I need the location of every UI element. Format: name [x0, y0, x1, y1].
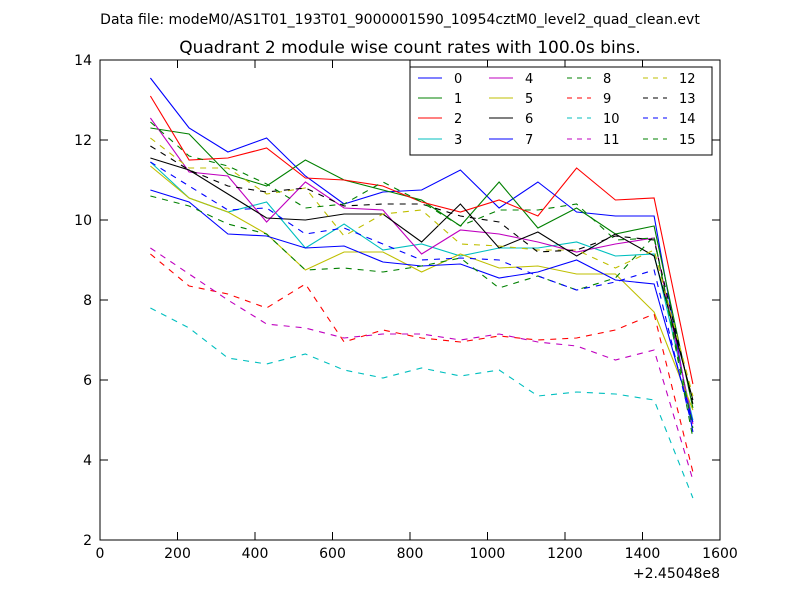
plot-lines: [149, 77, 694, 499]
series-line-11: [150, 247, 694, 481]
y-tick-label: 6: [83, 373, 92, 389]
y-tick-label: 12: [74, 133, 92, 149]
legend-label-5: 5: [525, 92, 533, 107]
x-tick-label: 600: [319, 546, 346, 562]
series-line-4: [149, 117, 694, 425]
y-tick-label: 2: [83, 533, 92, 549]
series-line-15: [150, 121, 694, 429]
series-line-2: [149, 95, 694, 385]
legend-box: [409, 66, 713, 156]
series-line-5: [150, 165, 694, 411]
legend-label-11: 11: [603, 133, 620, 148]
legend-label-10: 10: [603, 112, 620, 127]
x-axis-offset-label: +2.45048e8: [633, 566, 720, 582]
legend-label-2: 2: [454, 112, 462, 127]
legend-label-8: 8: [603, 72, 611, 87]
series-line-9: [150, 253, 694, 473]
x-tick-label: 0: [96, 546, 105, 562]
series-line-10: [150, 307, 694, 499]
legend-label-12: 12: [679, 72, 696, 87]
series-line-1: [150, 127, 694, 409]
x-tick-label: 1200: [547, 546, 583, 562]
series-line-6: [150, 157, 694, 401]
series-line-3: [150, 161, 694, 421]
figure-suptitle: Data file: modeM0/AS1T01_193T01_90000015…: [100, 12, 700, 28]
legend-label-3: 3: [454, 133, 462, 148]
x-tick-label: 1400: [625, 546, 661, 562]
x-tick-label: 400: [242, 546, 269, 562]
series-line-8: [150, 195, 694, 439]
legend-label-0: 0: [454, 72, 462, 87]
y-tick-label: 14: [74, 53, 92, 69]
legend-label-7: 7: [525, 133, 533, 148]
x-axis: 0 200 400 600 800 1000 1200 1400 1600: [96, 60, 738, 562]
chart-title: Quadrant 2 module wise count rates with …: [179, 38, 640, 58]
legend-label-4: 4: [525, 72, 533, 87]
legend-label-1: 1: [454, 92, 462, 107]
series-line-12: [150, 137, 694, 397]
x-tick-label: 800: [397, 546, 424, 562]
legend-label-6: 6: [525, 112, 533, 127]
legend-label-9: 9: [603, 92, 611, 107]
y-tick-label: 8: [83, 293, 92, 309]
legend-label-14: 14: [679, 112, 696, 127]
x-tick-label: 200: [164, 546, 191, 562]
x-tick-label: 1000: [470, 546, 506, 562]
series-line-0: [149, 77, 694, 433]
x-tick-label: 1600: [702, 546, 738, 562]
series-line-13: [150, 145, 694, 405]
legend-label-13: 13: [679, 92, 696, 107]
legend-label-15: 15: [679, 133, 696, 148]
y-tick-label: 10: [74, 213, 92, 229]
y-tick-label: 4: [83, 453, 92, 469]
